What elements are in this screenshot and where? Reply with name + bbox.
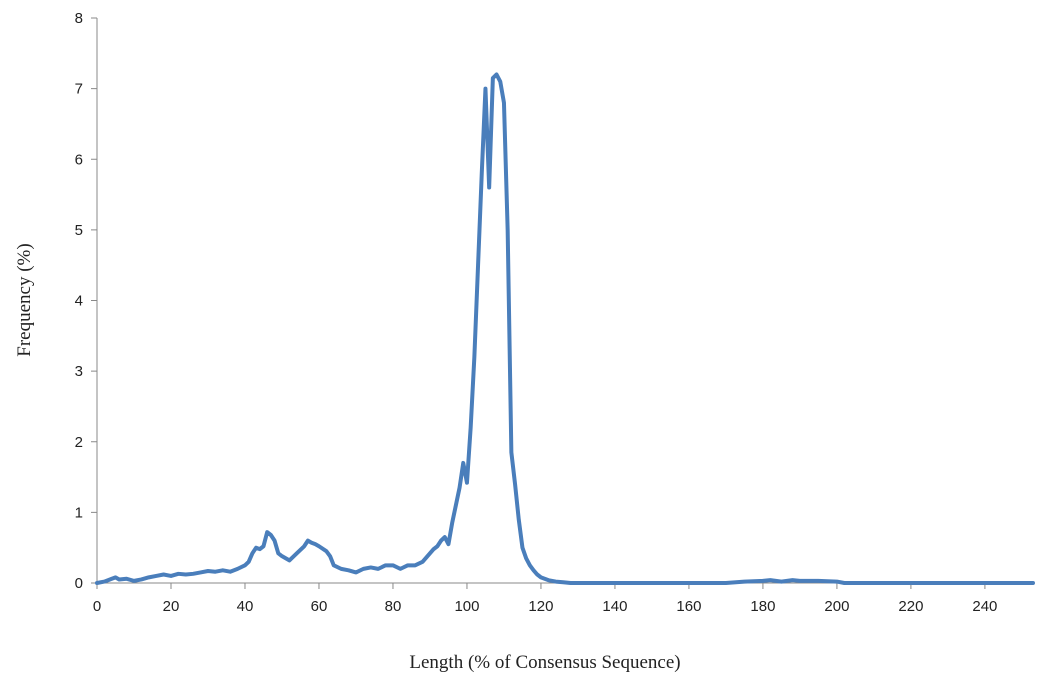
series-line (95, 72, 1035, 585)
y-tick-label: 7 (75, 81, 83, 98)
x-tick-label: 80 (385, 598, 402, 615)
y-tick-label: 3 (75, 363, 83, 380)
y-tick-label: 1 (75, 504, 83, 521)
x-tick-label: 120 (528, 598, 553, 615)
y-tick-label: 0 (75, 575, 83, 592)
x-tick-label: 60 (311, 598, 328, 615)
x-tick-label: 240 (972, 598, 997, 615)
y-tick-label: 4 (75, 293, 83, 310)
x-tick-label: 180 (750, 598, 775, 615)
y-tick-label: 6 (75, 151, 83, 168)
x-tick-label: 100 (454, 598, 479, 615)
x-tick-label: 200 (824, 598, 849, 615)
x-axis-title: Length (% of Consensus Sequence) (409, 652, 680, 673)
x-axis-ticks: 0 20 40 60 80 100 120 140 160 180 200 220 240 (93, 583, 997, 615)
y-tick-label: 8 (75, 10, 83, 27)
x-tick-label: 140 (602, 598, 627, 615)
x-tick-label: 220 (898, 598, 923, 615)
y-tick-label: 2 (75, 434, 83, 451)
x-tick-label: 160 (676, 598, 701, 615)
x-tick-label: 0 (93, 598, 101, 615)
x-tick-label: 20 (163, 598, 180, 615)
y-tick-label: 5 (75, 222, 83, 239)
y-axis-title: Frequency (%) (14, 243, 35, 356)
y-axis-ticks: 0 1 2 3 4 5 6 7 8 (75, 10, 97, 592)
x-tick-label: 40 (237, 598, 254, 615)
